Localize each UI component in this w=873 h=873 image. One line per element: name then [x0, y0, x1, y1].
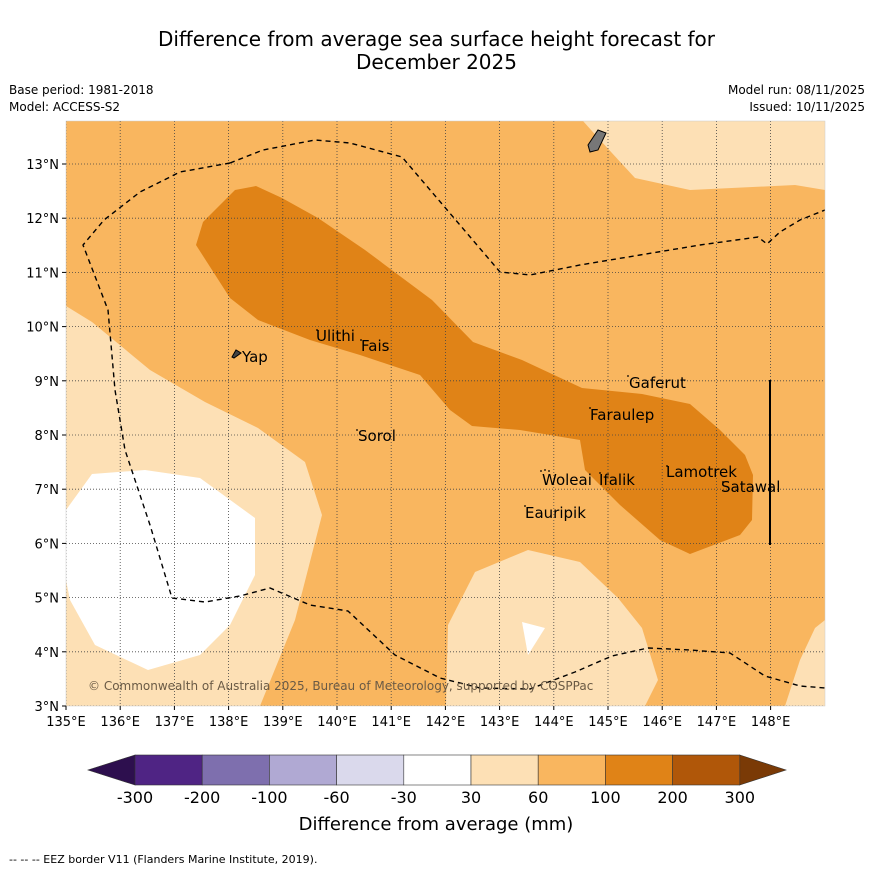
label-satawal: Satawal	[721, 478, 780, 496]
eez-border-west-south	[82, 162, 825, 690]
meta-right: Model run: 08/11/2025 Issued: 10/11/2025	[728, 82, 865, 116]
yap-island	[231, 349, 242, 359]
colorbar-tick-label: -100	[251, 788, 287, 807]
model-run: Model run: 08/11/2025	[727, 83, 865, 97]
longitude-axis: 135°E 136°E 137°E 138°E 139°E 140°E 141°E 142°E…	[46, 706, 790, 730]
latitude-axis: 3°N 4°N 5°N 6°N 7°N 8°N 9°N 10°N 11°N 12°N 13°N	[26, 158, 66, 715]
atoll-dots	[316, 329, 724, 507]
eez-border-north	[229, 139, 825, 276]
label-fais: Fais	[361, 337, 390, 355]
lat-tick-label: 11°N	[26, 266, 59, 281]
base-period: Base period: 1981-2018	[9, 83, 154, 97]
band-100-200	[196, 186, 753, 554]
colorbar-tick-label: 100	[590, 788, 621, 807]
meta-left: Base period: 1981-2018 Model: ACCESS-S2	[9, 82, 154, 116]
label-yap: Yap	[241, 348, 268, 366]
lat-tick-label: 7°N	[35, 483, 60, 498]
map-title-line1: Difference from average sea surface heig…	[157, 27, 716, 51]
lon-tick-label: 135°E	[46, 715, 86, 730]
lat-tick-label: 10°N	[26, 321, 59, 336]
lat-tick-label: 6°N	[35, 537, 60, 552]
colorbar-segment	[537, 754, 606, 786]
lon-tick-label: 148°E	[751, 715, 791, 730]
lat-tick-label: 8°N	[35, 429, 60, 444]
colorbar-labels: -300 -200 -100 -60 -30 30 60 100 200 300	[117, 788, 755, 807]
colorbar-segment	[201, 754, 270, 786]
colorbar-segment	[672, 754, 741, 786]
label-ulithi: Ulithi	[316, 327, 355, 345]
lat-tick-label: 3°N	[35, 700, 60, 715]
colorbar-tick-label: 200	[657, 788, 688, 807]
colorbar-tick-label: -300	[117, 788, 153, 807]
colorbar-segment	[134, 754, 203, 786]
label-ifalik: Ifalik	[599, 471, 635, 489]
lon-tick-label: 139°E	[263, 715, 303, 730]
colorbar-tick-label: -200	[184, 788, 220, 807]
lon-tick-label: 145°E	[588, 715, 628, 730]
colorbar-segment	[336, 754, 405, 786]
colorbar	[87, 754, 787, 786]
issued-date: Issued: 10/11/2025	[749, 100, 865, 114]
colorbar-extend-high	[739, 754, 787, 786]
lon-tick-label: 142°E	[426, 715, 466, 730]
lon-tick-label: 138°E	[209, 715, 249, 730]
map-title: Difference from average sea surface heig…	[0, 28, 873, 74]
lon-tick-label: 143°E	[480, 715, 520, 730]
lat-tick-label: 5°N	[35, 592, 60, 607]
label-sorol: Sorol	[358, 427, 396, 445]
footnote: -- -- -- EEZ border V11 (Flanders Marine…	[9, 853, 318, 866]
lon-tick-label: 137°E	[155, 715, 195, 730]
colorbar-tick-label: 300	[725, 788, 756, 807]
lon-tick-label: 147°E	[697, 715, 737, 730]
colorbar-segment	[269, 754, 337, 786]
lon-tick-label: 136°E	[100, 715, 140, 730]
colorbar-segment	[605, 754, 673, 786]
lat-tick-label: 12°N	[26, 212, 59, 227]
lat-tick-label: 4°N	[35, 646, 60, 661]
legend-title: Difference from average (mm)	[299, 814, 574, 835]
copyright-text: © Commonwealth of Australia 2025, Bureau…	[88, 679, 593, 693]
map-title-line2: December 2025	[356, 50, 517, 74]
guam-island	[587, 129, 607, 153]
band-neutral-west	[66, 470, 255, 670]
model-name: Model: ACCESS-S2	[9, 100, 121, 114]
lon-tick-label: 146°E	[642, 715, 682, 730]
band-30-60-south	[446, 550, 658, 706]
label-lamotrek: Lamotrek	[666, 463, 737, 481]
lat-tick-label: 9°N	[35, 375, 60, 390]
colorbar-tick-label: -60	[324, 788, 350, 807]
colorbar-tick-label: 30	[461, 788, 481, 807]
lon-tick-label: 141°E	[371, 715, 411, 730]
lon-tick-label: 140°E	[317, 715, 357, 730]
graticule	[66, 121, 825, 706]
colorbar-extend-low	[87, 754, 136, 786]
colorbar-tick-label: 60	[528, 788, 548, 807]
label-eauripik: Eauripik	[525, 504, 586, 522]
label-gaferut: Gaferut	[629, 374, 686, 392]
map-area: Yap Ulithi Fais Sorol Gaferut Faraulep W…	[66, 121, 825, 706]
band-30-60-northeast	[583, 121, 825, 190]
lon-tick-label: 144°E	[534, 715, 574, 730]
label-woleai: Woleai	[542, 471, 592, 489]
band-neutral-south	[522, 622, 545, 655]
lat-tick-label: 13°N	[26, 158, 59, 173]
label-faraulep: Faraulep	[590, 406, 654, 424]
colorbar-segment	[470, 754, 539, 786]
colorbar-tick-label: -30	[391, 788, 417, 807]
colorbar-segment	[403, 754, 472, 786]
